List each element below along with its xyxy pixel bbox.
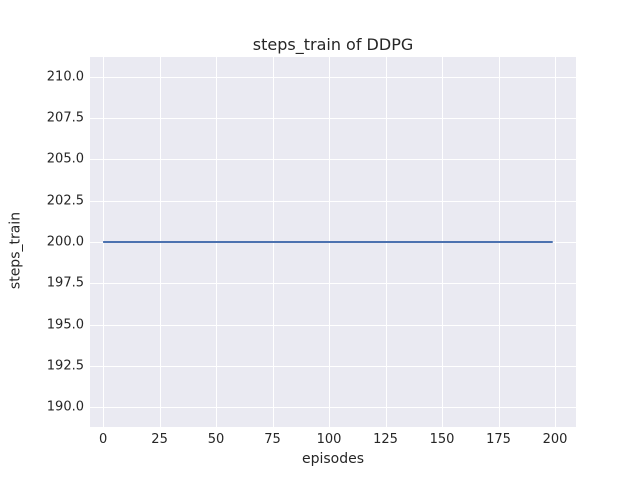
y-gridline <box>90 118 576 120</box>
y-tick-label: 207.5 <box>46 110 84 126</box>
y-gridline <box>90 407 576 409</box>
y-tick-label: 205.0 <box>46 151 84 167</box>
series-layer <box>90 57 576 427</box>
y-tick-label: 190.0 <box>46 399 84 415</box>
x-tick-label: 25 <box>151 432 168 447</box>
y-gridline <box>90 200 576 202</box>
y-tick-label: 197.5 <box>46 275 84 291</box>
x-tick-label: 100 <box>316 432 342 447</box>
y-gridline <box>90 159 576 161</box>
y-gridline <box>90 283 576 285</box>
y-gridline <box>90 365 576 367</box>
y-tick-label: 210.0 <box>46 69 84 85</box>
x-axis-label: episodes <box>301 451 365 467</box>
x-tick-label: 50 <box>207 432 225 447</box>
y-tick-label: 195.0 <box>46 317 84 333</box>
x-tick-label: 175 <box>486 432 511 447</box>
x-tick-label: 0 <box>98 432 108 447</box>
x-tick-label: 150 <box>429 432 455 447</box>
y-tick-labels: 190.0 192.5 195.0 197.5 200.0 202.5 205.0 207.5… <box>0 57 84 427</box>
y-tick-label: 200.0 <box>46 234 84 250</box>
x-tick-label: 200 <box>542 432 568 447</box>
y-tick-label: 192.5 <box>46 358 84 374</box>
y-gridline <box>90 324 576 326</box>
y-tick-label: 202.5 <box>46 193 84 209</box>
x-tick-label: 75 <box>264 432 281 447</box>
chart-title: steps_train of DDPG <box>252 35 414 54</box>
y-gridline <box>90 76 576 78</box>
x-tick-label: 125 <box>373 432 398 447</box>
plot-area <box>90 57 576 427</box>
x-tick-labels: 0 25 50 75 100 125 150 175 200 <box>90 432 576 448</box>
